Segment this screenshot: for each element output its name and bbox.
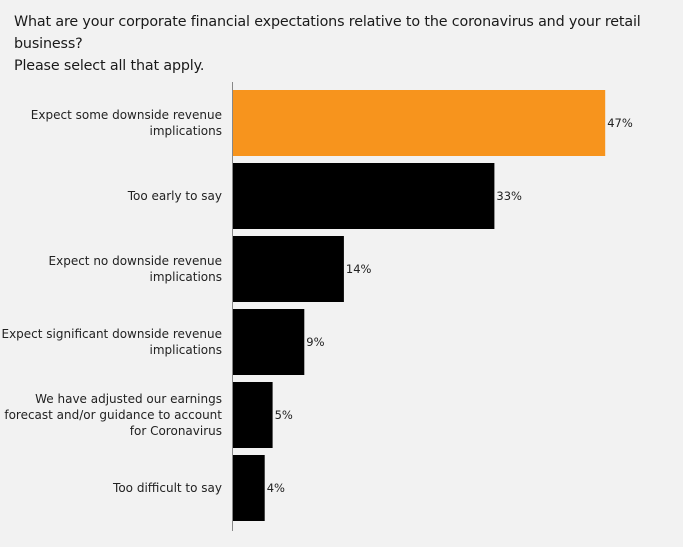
category-label-5: We have adjusted our earnings forecast an… [4,392,222,438]
category-label-5-line-1: We have adjusted our earnings [35,392,222,406]
category-label-4-line-1: Expect significant downside revenue [2,327,223,341]
bars-group: 47% Expect some downside revenue implicati… [2,90,633,521]
bar-2 [233,163,495,229]
value-label-1: 47% [607,116,633,130]
category-label-1-line-1: Expect some downside revenue [31,108,222,122]
category-label-3-line-1: Expect no downside revenue [49,254,222,268]
value-label-3: 14% [346,262,372,276]
category-label-6: Too difficult to say [112,481,222,495]
chart-title: What are your corporate financial expect… [14,11,674,77]
bar-1 [233,90,606,156]
bar-4 [233,309,305,375]
bar-5 [233,382,273,448]
value-label-4: 9% [306,335,324,349]
chart-title-line-1: What are your corporate financial expect… [14,14,641,52]
bar-6 [233,455,265,521]
value-label-2: 33% [496,189,522,203]
category-label-4-line-2: implications [150,343,223,357]
category-label-1-line-2: implications [150,124,223,138]
category-label-5-line-3: for Coronavirus [130,424,222,438]
value-label-6: 4% [267,481,285,495]
category-label-2: Too early to say [127,189,222,203]
chart-title-line-2: Please select all that apply. [14,58,205,74]
category-label-3-line-2: implications [150,270,223,284]
bar-3 [233,236,344,302]
category-label-1: Expect some downside revenue implications [31,108,222,138]
category-label-6-line-1: Too difficult to say [112,481,222,495]
category-label-3: Expect no downside revenue implications [49,254,222,284]
value-label-5: 5% [275,408,293,422]
category-label-5-line-2: forecast and/or guidance to account [4,408,222,422]
category-label-4: Expect significant downside revenue impli… [2,327,223,357]
category-label-2-line-1: Too early to say [127,189,222,203]
